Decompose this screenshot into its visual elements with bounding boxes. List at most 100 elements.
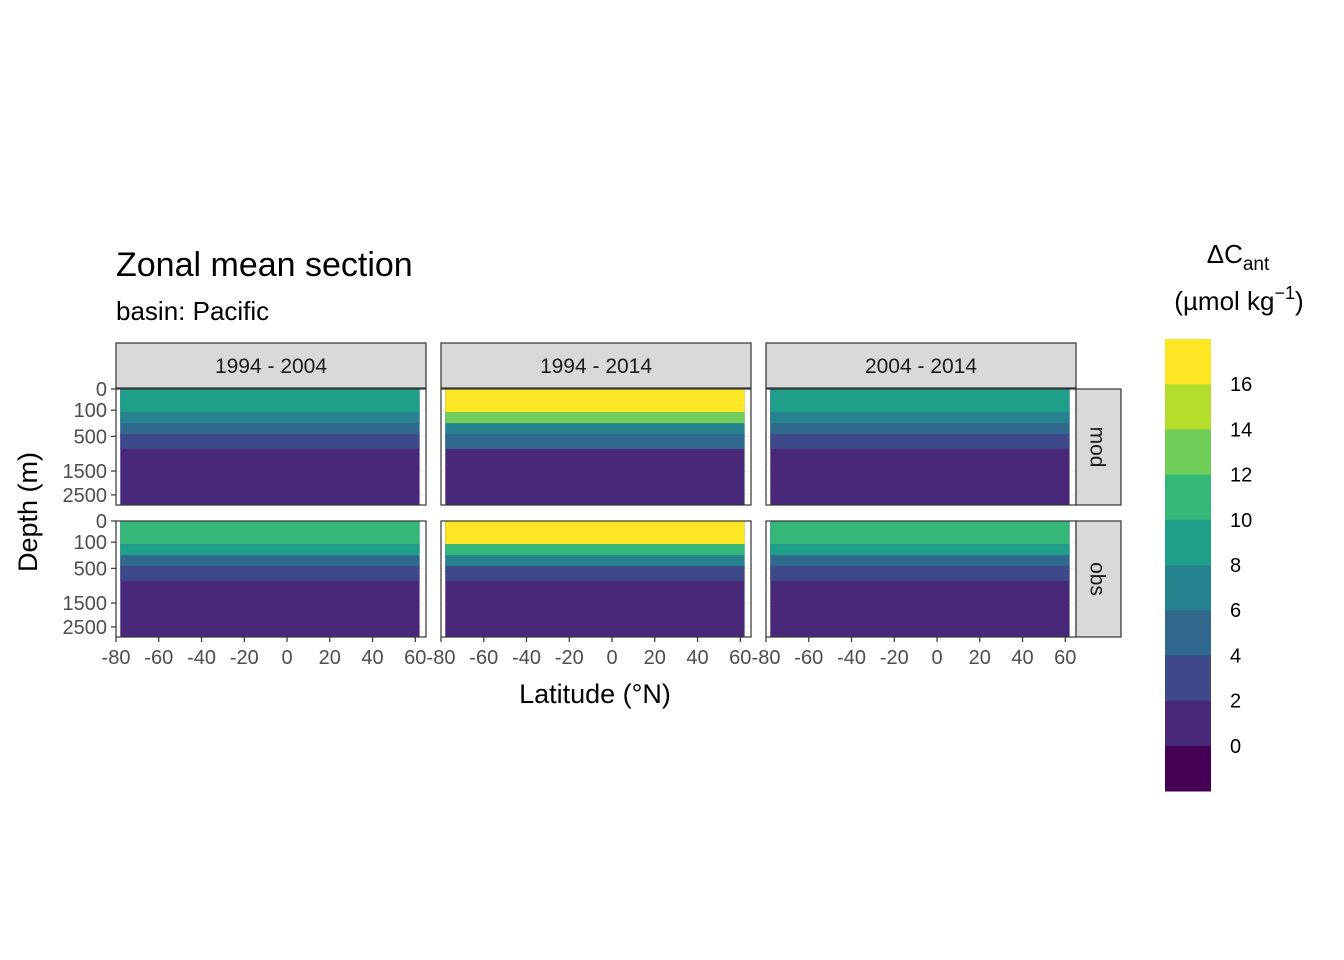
x-tick-label: 60: [1054, 647, 1076, 669]
legend-tick-label: 10: [1230, 510, 1252, 532]
y-tick-label: 2500: [63, 485, 108, 507]
x-tick-label: 0: [931, 647, 942, 669]
y-tick-label: 2500: [63, 617, 108, 639]
legend-tick-label: 12: [1230, 465, 1252, 487]
y-tick-label: 100: [74, 532, 107, 554]
row-strip-label: mod: [1086, 427, 1109, 468]
upper-transition-layer: [770, 412, 1070, 424]
column-strip: [765, 342, 1077, 389]
x-tick-label: 0: [606, 647, 617, 669]
legend-tick-label: 0: [1230, 736, 1241, 758]
facet-panel: [115, 388, 427, 506]
column-strips: 1994 - 2004 1994 - 2014 2004 - 2014: [115, 342, 1077, 389]
x-tick-label: -20: [555, 647, 584, 669]
column-strip-label: 1994 - 2004: [215, 355, 327, 378]
legend-colorbar: [1165, 339, 1211, 792]
upper-transition-layer: [445, 412, 745, 424]
upper-transition-layer: [445, 544, 745, 556]
legend-color-bin: [1165, 700, 1211, 747]
legend-tick-label: 8: [1230, 555, 1241, 577]
upper-transition-layer: [120, 412, 420, 424]
legend: ΔCant (µmol kg−1) 16 14 12 10 8 6 4 2 0: [1165, 239, 1304, 792]
transition-layer: [770, 433, 1070, 449]
legend-title-main: ΔC: [1207, 239, 1243, 269]
surface-layer: [770, 521, 1070, 545]
legend-tick-label: 16: [1230, 374, 1252, 396]
surface-layer: [770, 389, 1070, 413]
transition-layer: [120, 565, 420, 581]
row-strip: [1075, 520, 1122, 638]
legend-tick-labels: 16 14 12 10 8 6 4 2 0: [1230, 374, 1252, 758]
y-tick-label: 100: [74, 400, 107, 422]
legend-unit-exp: −1: [1275, 283, 1296, 303]
x-tick-label: -40: [512, 647, 541, 669]
facet-panel: [440, 388, 752, 506]
transition-layer: [120, 433, 420, 449]
panel-border: [115, 520, 427, 638]
x-tick-label: -40: [187, 647, 216, 669]
x-tick-label: 60: [404, 647, 426, 669]
facet-panel: [115, 520, 427, 638]
x-tick-label: -80: [102, 647, 131, 669]
column-strip-label: 1994 - 2014: [540, 355, 652, 378]
upper-transition-layer: [120, 544, 420, 556]
x-tick-label: -20: [880, 647, 909, 669]
y-tick-label: 500: [74, 558, 107, 580]
y-tick-label: 1500: [63, 593, 108, 615]
x-tick-label: -80: [427, 647, 456, 669]
y-tick-label: 1500: [63, 461, 108, 483]
legend-color-bin: [1165, 384, 1211, 430]
chart-title: Zonal mean section: [116, 246, 413, 284]
row-strip: [1075, 388, 1122, 506]
x-tick-label: 60: [729, 647, 751, 669]
x-tick-label: 40: [1011, 647, 1033, 669]
upper-transition-layer: [770, 544, 1070, 556]
legend-color-bin: [1165, 655, 1211, 702]
x-tick-label: 20: [644, 647, 666, 669]
facet-panels: [115, 388, 1077, 638]
y-axis-label: Depth (m): [13, 452, 43, 572]
legend-color-bin: [1165, 339, 1211, 385]
legend-unit-text: (µmol kg: [1174, 286, 1274, 316]
x-axes: -80 -60 -40 -20 0 20 40 60 -80 -60 -40 -20 0 20 40 60 -8…: [102, 637, 1076, 669]
x-tick-label: 40: [361, 647, 383, 669]
y-tick-label: 500: [74, 426, 107, 448]
legend-tick-label: 2: [1230, 691, 1241, 713]
x-tick-label: -60: [469, 647, 498, 669]
surface-layer: [120, 521, 420, 545]
facet-panel: [765, 520, 1077, 638]
legend-color-bin: [1165, 429, 1211, 476]
x-tick-label: -40: [837, 647, 866, 669]
legend-color-bin: [1165, 474, 1211, 521]
facet-panel: [440, 520, 752, 638]
row-strips: mod obs: [1075, 388, 1122, 638]
column-strip: [115, 342, 427, 389]
panel-border: [440, 520, 752, 638]
legend-tick-label: 14: [1230, 419, 1252, 441]
legend-title: ΔCant: [1207, 239, 1270, 275]
x-tick-label: -60: [144, 647, 173, 669]
y-tick-label: 0: [96, 511, 107, 533]
x-axis-label: Latitude (°N): [519, 679, 671, 709]
legend-color-bin: [1165, 610, 1211, 656]
surface-layer: [445, 389, 745, 413]
legend-title-sub: ant: [1243, 254, 1270, 275]
panel-border: [115, 388, 427, 506]
x-tick-label: 20: [969, 647, 991, 669]
surface-layer: [120, 389, 420, 413]
x-tick-label: 20: [319, 647, 341, 669]
x-tick-label: 40: [686, 647, 708, 669]
legend-unit-close: ): [1295, 286, 1304, 316]
legend-color-bin: [1165, 565, 1211, 611]
column-strip-label: 2004 - 2014: [865, 355, 977, 378]
transition-layer: [445, 433, 745, 449]
x-tick-label: -80: [752, 647, 781, 669]
panel-border: [440, 388, 752, 506]
x-tick-label: -60: [794, 647, 823, 669]
y-tick-label: 0: [96, 379, 107, 401]
legend-tick-label: 6: [1230, 600, 1241, 622]
x-tick-label: -20: [230, 647, 259, 669]
legend-color-bin: [1165, 519, 1211, 566]
